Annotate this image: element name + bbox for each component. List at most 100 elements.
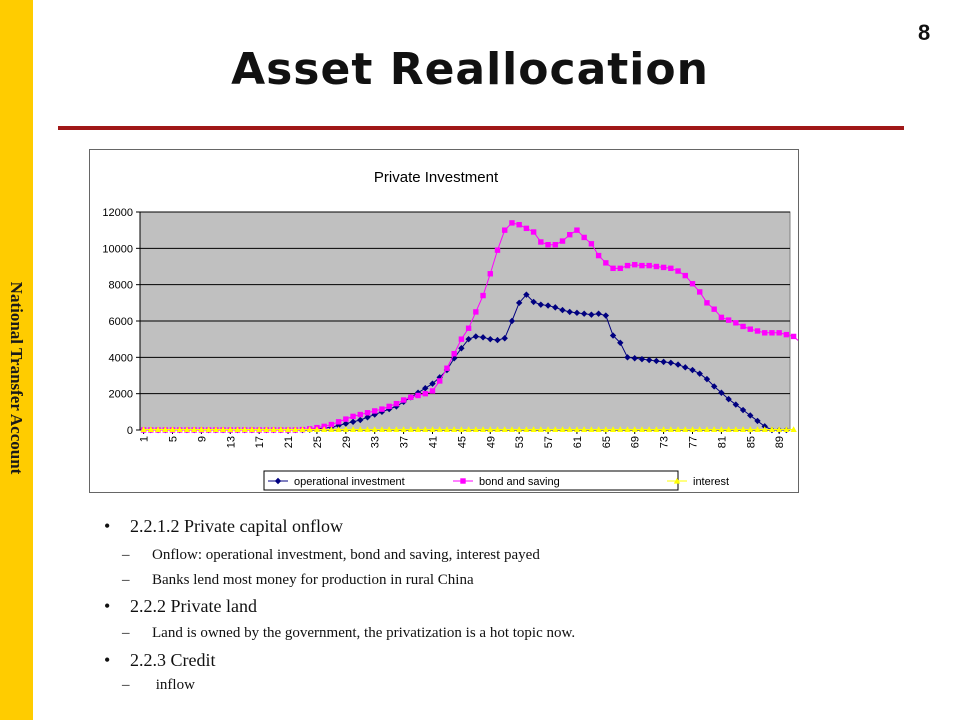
data-point (320, 426, 328, 433)
sub-bullet-text: Banks lend most money for production in … (152, 572, 474, 588)
data-point (393, 426, 400, 433)
data-point (502, 227, 508, 233)
data-point (364, 414, 371, 421)
data-point (674, 361, 682, 368)
data-point (610, 265, 616, 272)
data-point (710, 383, 718, 390)
data-point (479, 426, 487, 433)
data-point (602, 426, 610, 433)
data-point (408, 394, 414, 400)
data-point (530, 229, 537, 235)
data-point (472, 333, 480, 340)
bullet-marker: • (104, 650, 111, 670)
data-point (573, 309, 581, 317)
data-point (682, 272, 688, 279)
data-point (472, 426, 480, 433)
data-point (515, 426, 523, 433)
data-point (429, 388, 436, 394)
data-point (588, 426, 595, 433)
private-investment-chart: Private Investment 0 2000 4000 6000 8000 1000… (102, 169, 798, 491)
data-point (732, 426, 740, 433)
data-point (458, 426, 465, 433)
bullet-item: • 2.2.1.2 Private capital onflow (104, 516, 343, 537)
x-tick-label: 17 (254, 436, 266, 448)
data-point (552, 304, 559, 311)
data-point (458, 336, 465, 342)
data-point (335, 419, 342, 425)
x-tick-label: 81 (716, 436, 728, 448)
dash-marker: – (122, 625, 130, 641)
legend-marker (673, 477, 681, 484)
data-point (227, 426, 234, 433)
chart-title: Private Investment (374, 169, 499, 186)
data-point (754, 328, 761, 334)
data-point (733, 320, 739, 326)
x-tick-label: 69 (630, 436, 642, 448)
x-tick-label: 9 (196, 436, 208, 442)
data-point (747, 412, 754, 419)
data-point (350, 413, 356, 420)
data-point (559, 426, 566, 433)
data-point (574, 227, 580, 233)
legend-label: bond and saving (479, 476, 560, 488)
data-point (523, 291, 530, 298)
chart-container: Private Investment 0 2000 4000 6000 8000 1000… (89, 149, 799, 493)
legend-label: interest (693, 476, 729, 488)
data-point (740, 323, 746, 330)
data-point (703, 426, 711, 433)
data-point (364, 426, 371, 433)
data-point (494, 247, 501, 253)
data-point (747, 326, 753, 332)
legend-marker (460, 478, 466, 484)
bullet-item: • 2.2.3 Credit (104, 650, 216, 671)
data-point (299, 426, 306, 433)
data-point (617, 339, 624, 346)
legend-items: operational investment bond and saving int… (268, 476, 729, 488)
sub-bullet-text: Onflow: operational investment, bond and… (152, 547, 540, 563)
x-tick-label: 13 (225, 436, 237, 448)
data-point (739, 426, 747, 433)
data-point (328, 426, 335, 433)
y-tick-label: 6000 (109, 316, 133, 328)
sidebar-label: National Transfer Account (7, 281, 26, 475)
data-point (248, 426, 256, 433)
data-point (754, 417, 761, 425)
data-point (668, 265, 674, 272)
data-point (349, 426, 357, 433)
data-point (385, 426, 393, 433)
bullet-text: 2.2.2 Private land (130, 596, 257, 616)
x-tick-label: 1 (139, 436, 151, 442)
data-point (725, 426, 732, 433)
data-point (342, 420, 350, 427)
data-point (530, 426, 537, 433)
sub-bullet-item: – Land is owned by the government, the p… (122, 625, 575, 642)
sub-bullet-item: – inflow (122, 677, 195, 694)
data-point (725, 317, 732, 323)
data-point (682, 364, 689, 371)
data-point (530, 298, 537, 306)
data-point (429, 380, 436, 387)
data-point (588, 311, 595, 318)
data-point (328, 421, 335, 428)
data-point (704, 300, 710, 306)
x-tick-label: 89 (774, 436, 786, 448)
data-point (660, 426, 667, 433)
data-point (342, 426, 350, 433)
data-point (379, 406, 385, 412)
data-point (313, 426, 321, 433)
data-point (559, 238, 566, 244)
data-point (537, 426, 545, 433)
data-point (559, 306, 566, 314)
data-point (386, 403, 392, 410)
data-point (711, 306, 717, 312)
data-point (595, 252, 602, 259)
data-point (768, 426, 776, 433)
data-point (762, 330, 768, 336)
data-point (487, 335, 494, 343)
data-point (147, 426, 155, 433)
series-2 (140, 426, 797, 433)
x-tick-label: 57 (543, 436, 555, 448)
data-point (588, 241, 595, 247)
data-point (581, 234, 587, 241)
bullet-text: 2.2.1.2 Private capital onflow (130, 516, 343, 536)
